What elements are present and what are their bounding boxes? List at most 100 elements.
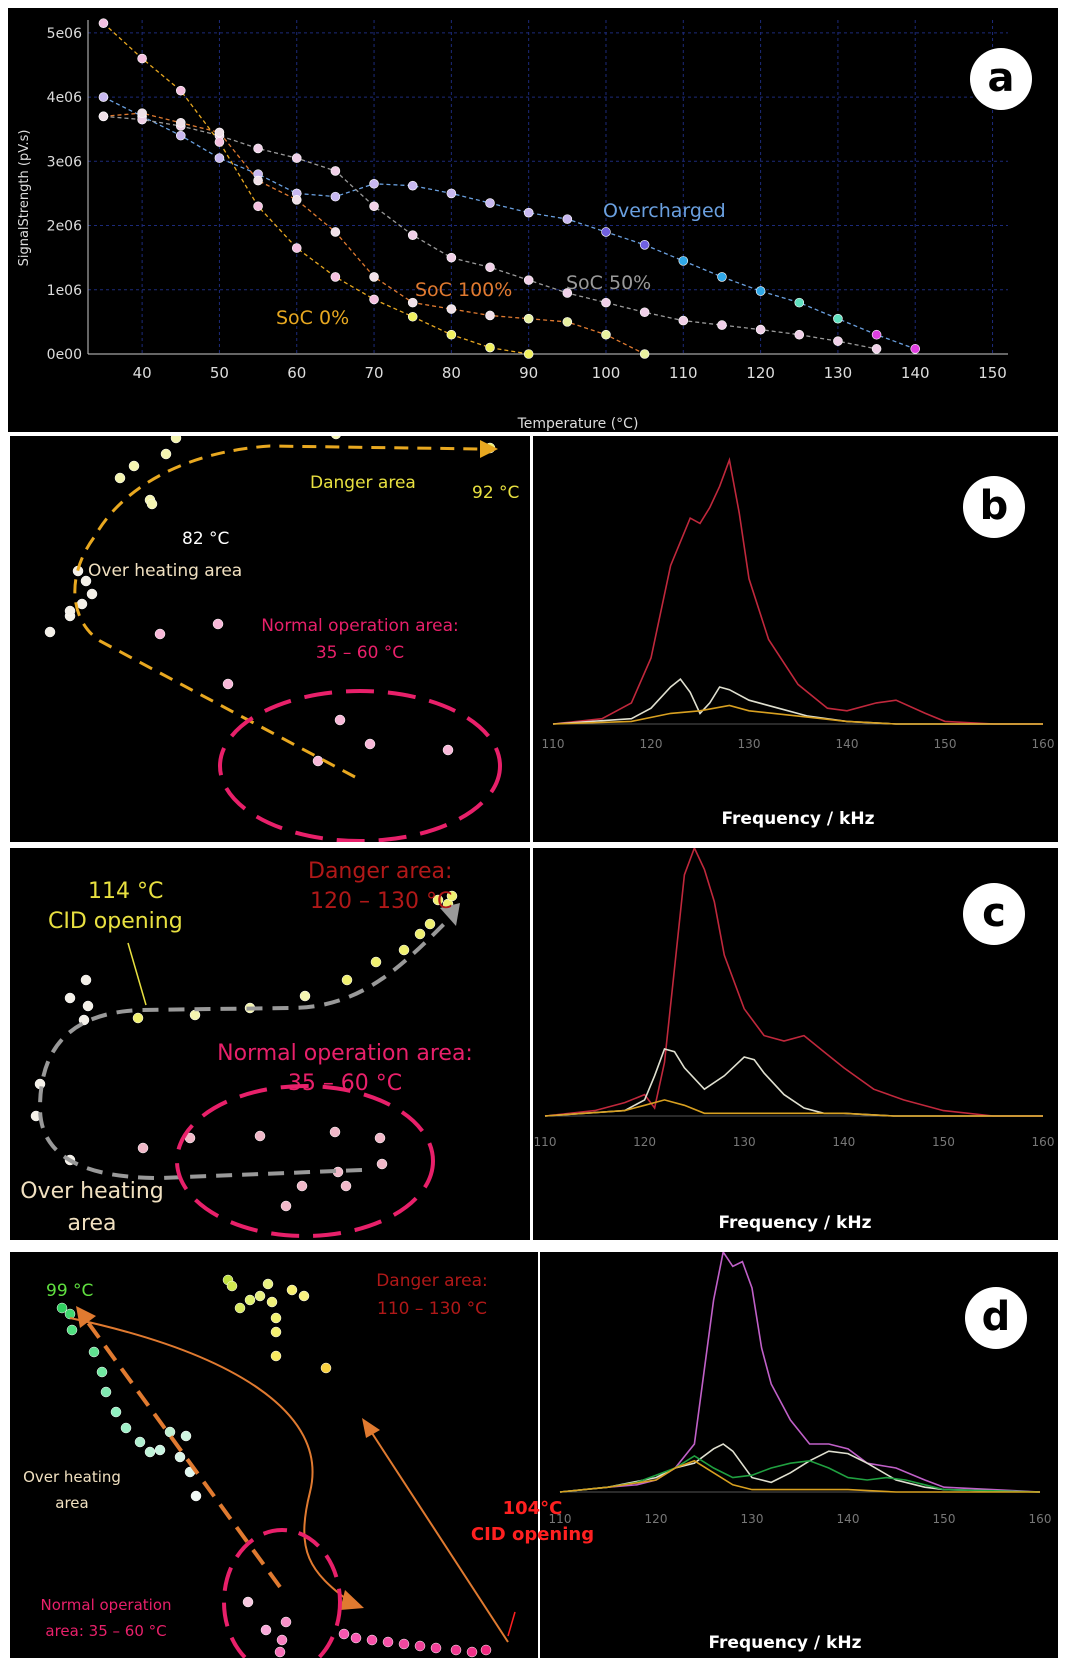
arrowhead-d-3: [362, 1418, 380, 1438]
trajectory-point: [234, 1302, 246, 1314]
x-axis-label-c: Frequency / kHz: [719, 1213, 872, 1233]
normal-area-ellipse-c: [175, 1084, 435, 1238]
spectrum-b: 110 120 130 140 150 160 Frequency / kHz: [542, 457, 1054, 829]
data-point: [214, 127, 225, 138]
trajectory-point: [286, 1284, 298, 1296]
normal-label-d-1: Normal operation: [40, 1596, 171, 1614]
trajectory-point: [114, 472, 126, 484]
trajectory-point: [276, 1634, 288, 1646]
trajectory-point: [442, 744, 454, 756]
data-point: [175, 85, 186, 96]
trajectory-point: [450, 1644, 462, 1656]
arrowhead-d-1: [76, 1306, 96, 1328]
x-tick-label: 130: [733, 1135, 756, 1149]
panel-d-right: 110 120 130 140 150 160 Frequency / kHz d: [540, 1252, 1058, 1658]
normal-label-c-2: 35 – 60 °C: [288, 1071, 402, 1096]
trajectory-point: [56, 1302, 68, 1314]
data-point: [639, 307, 650, 318]
x-tick-label: 120: [640, 737, 663, 751]
data-point: [446, 252, 457, 263]
trajectory-point: [370, 956, 382, 968]
data-point: [330, 166, 341, 176]
x-tick-label: 90: [519, 364, 538, 382]
trajectory-point: [446, 890, 458, 902]
trajectory-arrow-b: [73, 444, 481, 779]
series-line: [103, 22, 529, 355]
x-axis-label-b: Frequency / kHz: [722, 809, 875, 829]
data-point: [562, 214, 573, 224]
trajectory-point: [270, 1350, 282, 1362]
x-tick-label: 140: [901, 364, 930, 382]
x-tick-label: 100: [592, 364, 621, 382]
data-point: [755, 324, 766, 335]
data-point: [523, 275, 534, 285]
trajectory-point: [244, 1294, 256, 1306]
data-point: [407, 311, 418, 322]
x-tick-label: 140: [836, 737, 859, 751]
x-tick-label: 150: [978, 364, 1007, 382]
data-point: [175, 117, 186, 128]
data-point: [369, 201, 379, 212]
trajectory-point: [262, 1278, 274, 1290]
x-tick-label: 80: [442, 364, 461, 382]
trajectory-point: [134, 1436, 146, 1448]
data-point: [485, 262, 495, 273]
trajectory-point: [190, 1490, 202, 1502]
x-tick-label: 40: [133, 364, 152, 382]
trajectory-point: [146, 498, 158, 510]
curve-arrow-d: [69, 1317, 351, 1603]
trajectory-point: [64, 992, 76, 1004]
overheat-label-b: Over heating area: [88, 561, 242, 581]
spectrum-line: [544, 1048, 1043, 1117]
trajectory-point: [341, 974, 353, 986]
trajectory-point: [254, 1290, 266, 1302]
x-tick-label: 120: [746, 364, 775, 382]
trajectory-point: [174, 1451, 186, 1463]
data-point: [291, 153, 302, 163]
data-point: [755, 286, 766, 296]
badge-d: d: [965, 1287, 1027, 1349]
data-point: [369, 294, 379, 305]
data-point: [639, 240, 650, 250]
x-tick-label: 130: [741, 1512, 764, 1526]
trajectory-point: [340, 1180, 352, 1192]
series-line: [103, 115, 877, 350]
trajectory-point: [110, 1406, 122, 1418]
badge-c: c: [963, 883, 1025, 945]
spectrum-d: 110 120 130 140 150 160 Frequency / kHz: [549, 1252, 1051, 1653]
data-point: [137, 108, 147, 118]
temp-92-label: 92 °C: [472, 483, 519, 503]
trajectory-point: [424, 918, 436, 930]
data-point: [330, 227, 341, 237]
trajectory-point: [280, 1200, 292, 1212]
trajectory-point: [88, 1346, 100, 1358]
trajectory-point: [280, 1616, 292, 1628]
trajectory-point: [364, 738, 376, 750]
data-point: [253, 143, 263, 154]
badge-b: b: [963, 476, 1025, 538]
spectrum-line: [552, 457, 1043, 725]
series-line: [103, 96, 916, 350]
data-point: [446, 188, 457, 199]
normal-area-ellipse-b: [218, 689, 502, 842]
trajectory-point: [299, 990, 311, 1002]
label-soc50: SoC 50%: [566, 272, 651, 294]
danger-label-d-2: 110 – 130 °C: [377, 1299, 487, 1319]
cid-pointer-c: [127, 942, 147, 1006]
trajectory-point: [312, 755, 324, 767]
x-axis-label: Temperature (°C): [517, 416, 639, 432]
x-axis-label-d: Frequency / kHz: [709, 1633, 862, 1653]
y-tick-label: 2e06: [47, 219, 82, 235]
trajectory-point: [44, 626, 56, 638]
trajectory-point: [154, 1444, 166, 1456]
trajectory-point: [329, 1126, 341, 1138]
trajectory-point: [298, 1290, 310, 1302]
normal-label-c-1: Normal operation area:: [217, 1041, 473, 1066]
data-point: [253, 201, 263, 212]
data-point: [330, 272, 341, 282]
data-point: [214, 137, 225, 147]
y-tick-label: 3e06: [47, 154, 82, 170]
x-tick-label: 150: [932, 1135, 955, 1149]
x-tick-label: 160: [1032, 1135, 1055, 1149]
panel-c-right: 110 120 130 140 150 160 Frequency / kHz c: [533, 848, 1058, 1240]
